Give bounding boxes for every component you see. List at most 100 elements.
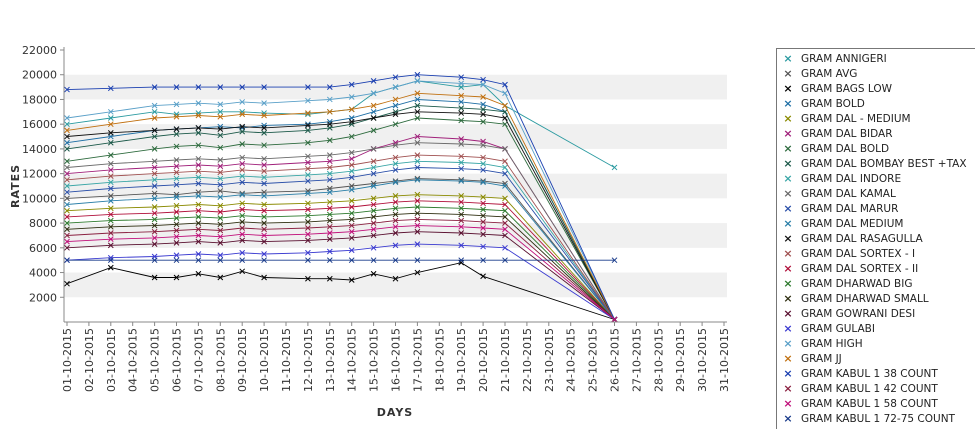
legend-item: × GRAM DHARWAD BIG xyxy=(781,277,912,292)
data-point xyxy=(217,157,224,163)
data-point xyxy=(107,185,114,192)
data-point xyxy=(107,217,114,224)
data-point xyxy=(458,193,465,199)
data-point xyxy=(261,112,267,119)
data-point xyxy=(326,257,333,264)
data-point xyxy=(173,113,180,120)
data-point xyxy=(458,110,465,116)
data-point xyxy=(348,257,355,264)
legend-label: GRAM BAGS LOW xyxy=(801,83,893,95)
data-point xyxy=(64,86,70,93)
series-path xyxy=(66,160,615,320)
series-path xyxy=(66,178,615,320)
data-point xyxy=(151,108,158,115)
data-point xyxy=(173,209,180,215)
data-point xyxy=(458,165,465,172)
data-point xyxy=(392,102,399,109)
y-tick-label: 2000 xyxy=(29,291,57,304)
legend-marker-icon: × xyxy=(783,397,793,410)
data-point xyxy=(217,252,224,259)
data-point xyxy=(326,137,333,144)
data-point xyxy=(151,222,158,229)
data-point xyxy=(392,275,399,282)
x-tick-label: 30-10-2015 xyxy=(696,328,709,392)
data-point xyxy=(261,251,267,257)
data-point xyxy=(348,155,355,162)
legend-marker-icon: × xyxy=(783,412,793,425)
series-path xyxy=(66,231,615,320)
data-point xyxy=(370,108,377,115)
data-point xyxy=(239,99,246,105)
y-tick-label: 22000 xyxy=(22,44,57,57)
x-tick-label: 04-10-2015 xyxy=(127,328,140,392)
legend-label: GRAM KABUL 1 58 COUNT xyxy=(801,398,938,410)
data-point xyxy=(173,221,180,228)
data-point xyxy=(261,84,267,90)
data-point xyxy=(261,207,267,214)
legend-marker-icon: × xyxy=(783,112,793,125)
data-point xyxy=(326,96,333,103)
data-point xyxy=(502,207,508,214)
x-tick-label: 06-10-2015 xyxy=(171,328,184,392)
data-point xyxy=(414,176,421,183)
data-point xyxy=(239,200,246,207)
legend-label: GRAM DAL BOLD xyxy=(801,143,890,155)
series-line xyxy=(64,133,618,323)
data-point xyxy=(370,180,377,187)
data-point xyxy=(458,223,465,230)
data-point xyxy=(392,230,399,236)
data-point xyxy=(239,268,246,275)
series-path xyxy=(66,212,615,320)
data-point xyxy=(173,194,180,200)
data-point xyxy=(151,228,158,235)
data-point xyxy=(195,142,202,149)
data-point xyxy=(480,81,486,88)
legend-item: × GRAM AVG xyxy=(781,67,857,82)
data-point xyxy=(173,252,180,259)
data-point xyxy=(370,195,377,202)
legend-item: × GRAM KABUL 1 58 COUNT xyxy=(781,397,938,412)
x-tick-label: 29-10-2015 xyxy=(674,328,687,392)
data-point xyxy=(107,242,114,249)
data-point xyxy=(261,110,267,116)
series-path xyxy=(66,154,615,320)
data-point xyxy=(107,205,114,212)
data-point xyxy=(217,101,224,108)
data-point xyxy=(239,225,246,231)
legend-item: × GRAM DAL BOMBAY BEST +TAX xyxy=(781,157,966,172)
series-line xyxy=(64,164,618,323)
legend-item: × GRAM KABUL 1 38 COUNT xyxy=(781,367,937,382)
data-point xyxy=(348,168,355,175)
data-point xyxy=(370,244,377,251)
data-point xyxy=(370,270,377,277)
series-path xyxy=(66,80,615,320)
data-point xyxy=(305,172,311,178)
data-point xyxy=(239,108,246,115)
data-point xyxy=(480,111,486,118)
data-point xyxy=(458,178,465,184)
data-point xyxy=(195,180,202,187)
data-point xyxy=(107,254,114,261)
data-point xyxy=(305,225,311,231)
data-point xyxy=(195,214,202,220)
data-point xyxy=(107,257,114,264)
data-point xyxy=(348,277,355,283)
data-point xyxy=(107,193,114,199)
data-point xyxy=(305,153,311,160)
data-point xyxy=(217,144,224,151)
data-point xyxy=(107,152,114,158)
x-tick-label: 24-10-2015 xyxy=(565,328,578,392)
data-point xyxy=(414,115,421,121)
data-point xyxy=(64,170,70,177)
legend-label: GRAM DAL BIDAR xyxy=(801,128,893,140)
data-point xyxy=(239,128,246,135)
data-point xyxy=(414,152,421,158)
data-point xyxy=(261,155,267,162)
data-point xyxy=(305,110,311,116)
legend-marker-icon: × xyxy=(783,262,793,275)
data-point xyxy=(348,81,355,88)
data-point xyxy=(611,316,618,323)
data-point xyxy=(173,181,180,188)
data-point xyxy=(392,139,399,146)
data-point xyxy=(480,257,486,264)
